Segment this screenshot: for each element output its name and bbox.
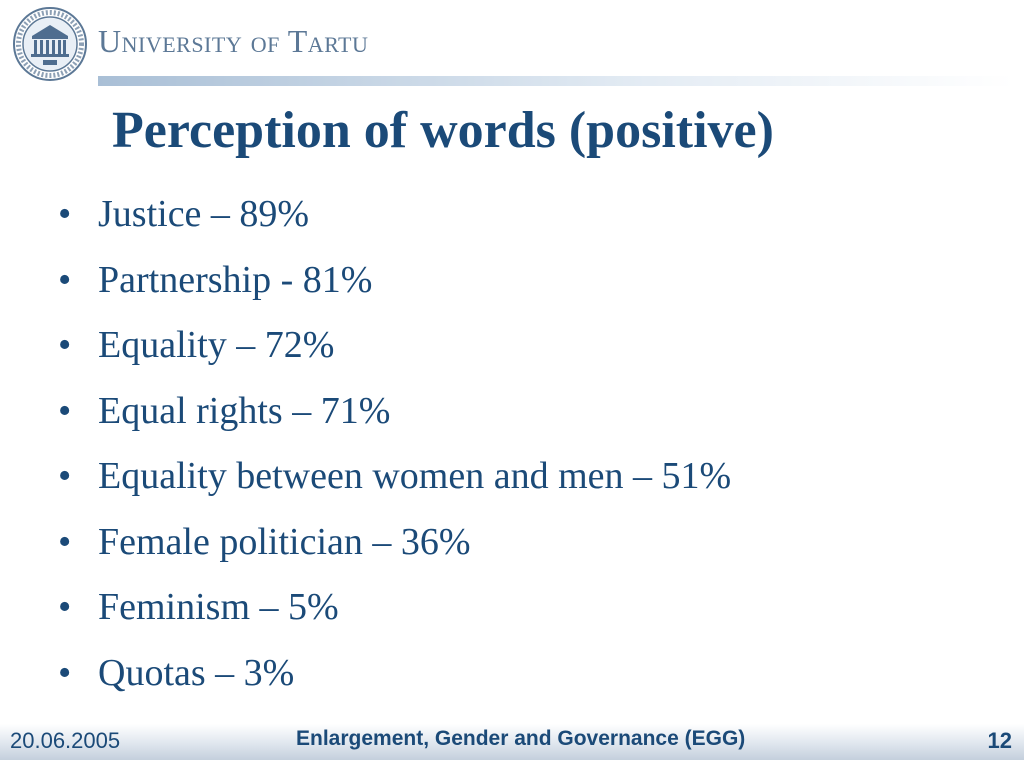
bullet-icon: • <box>58 586 72 628</box>
list-item: • Partnership - 81% <box>58 252 731 318</box>
seal-graphic <box>13 7 87 81</box>
list-item-text: Partnership - 81% <box>98 258 373 301</box>
footer-bar <box>0 724 1024 760</box>
list-item-text: Justice – 89% <box>98 193 310 235</box>
bullet-icon: • <box>58 258 72 301</box>
list-item-text: Female politician – 36% <box>98 520 471 563</box>
bullet-icon: • <box>58 193 72 235</box>
university-seal-icon <box>12 6 88 82</box>
bullet-icon: • <box>58 455 72 497</box>
list-item-text: Equality – 72% <box>98 324 335 366</box>
bullet-icon: • <box>58 520 72 563</box>
list-item: • Equality – 72% <box>58 317 731 383</box>
bullet-icon: • <box>58 324 72 366</box>
list-item: • Female politician – 36% <box>58 514 731 580</box>
slide-title: Perception of words (positive) <box>112 102 774 159</box>
list-item-text: Equal rights – 71% <box>98 389 391 432</box>
footer-date: 20.06.2005 <box>10 728 121 753</box>
list-item: • Equal rights – 71% <box>58 383 731 449</box>
list-item: • Quotas – 3% <box>58 645 731 711</box>
bullet-icon: • <box>58 389 72 432</box>
bullet-list: • Justice – 89% • Partnership - 81% • Equal… <box>58 186 731 710</box>
list-item-text: Equality between women and men – 51% <box>98 455 732 497</box>
list-item: • Feminism – 5% <box>58 579 731 645</box>
list-item-text: Feminism – 5% <box>98 586 339 628</box>
bullet-icon: • <box>58 651 72 694</box>
list-item: • Justice – 89% <box>58 186 731 252</box>
list-item: • Equality between women and men – 51% <box>58 448 731 514</box>
page-number: 12 <box>987 728 1012 753</box>
university-name: University of Tartu <box>98 23 369 59</box>
header-divider <box>98 76 1014 86</box>
list-item-text: Quotas – 3% <box>98 651 295 694</box>
footer-title: Enlargement, Gender and Governance (EGG) <box>296 727 746 750</box>
